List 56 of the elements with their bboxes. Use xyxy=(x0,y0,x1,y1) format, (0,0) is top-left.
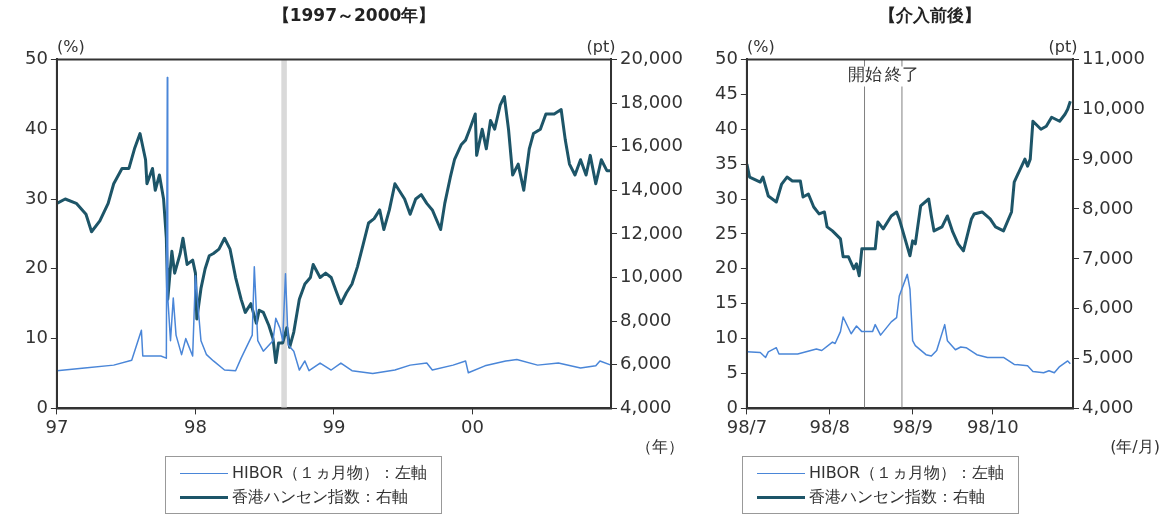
y-tick-label: 15 xyxy=(715,291,738,313)
y2-tick-label: 7,000 xyxy=(1082,246,1134,268)
y-tick-label: 20 xyxy=(25,256,48,278)
x-tick-label: 00 xyxy=(461,415,484,437)
y-tick-label: 40 xyxy=(25,116,48,138)
y-tick-label: 45 xyxy=(715,81,738,103)
x-axis-title: (年/月) xyxy=(1110,437,1160,457)
y2-axis-title: (pt) xyxy=(586,36,616,56)
y2-tick-label: 8,000 xyxy=(1082,196,1134,218)
y2-tick-label: 6,000 xyxy=(1082,296,1134,318)
y-tick-label: 5 xyxy=(726,361,738,383)
y2-tick-label: 11,000 xyxy=(1082,47,1145,69)
y2-tick-label: 16,000 xyxy=(620,134,683,156)
y2-tick-label: 20,000 xyxy=(620,47,683,69)
x-axis-title: （年） xyxy=(636,437,684,457)
y2-axis-title: (pt) xyxy=(1048,36,1078,56)
y-tick-label: 20 xyxy=(715,256,738,278)
x-tick-label: 98/9 xyxy=(892,415,933,437)
chart-title: 【介入前後】 xyxy=(879,4,981,25)
y2-tick-label: 14,000 xyxy=(620,177,683,199)
y-axis-title: (%) xyxy=(57,36,85,56)
chart-title: 【1997～2000年】 xyxy=(272,4,436,25)
y2-tick-label: 5,000 xyxy=(1082,346,1134,368)
x-tick-label: 98/8 xyxy=(809,415,850,437)
y-tick-label: 30 xyxy=(25,186,48,208)
ref-line-label: 開始 xyxy=(847,64,882,85)
y-tick-label: 40 xyxy=(715,116,738,138)
y2-tick-label: 10,000 xyxy=(1082,96,1145,118)
x-tick-label: 98/7 xyxy=(726,415,768,437)
x-tick-label: 99 xyxy=(322,415,346,437)
y-tick-label: 10 xyxy=(715,326,738,348)
x-tick-label: 98/10 xyxy=(966,415,1019,437)
y2-tick-label: 6,000 xyxy=(620,352,672,374)
y-tick-label: 25 xyxy=(715,221,738,243)
legend-label: 香港ハンセン指数：右軸 xyxy=(809,486,985,508)
y-tick-label: 50 xyxy=(715,47,738,69)
y-tick-label: 10 xyxy=(25,326,48,348)
y2-tick-label: 10,000 xyxy=(620,265,683,287)
x-tick-label: 97 xyxy=(45,415,69,437)
y-tick-label: 50 xyxy=(25,47,48,69)
y-axis-title: (%) xyxy=(747,36,775,56)
y-tick-label: 0 xyxy=(36,396,48,418)
y2-tick-label: 8,000 xyxy=(620,308,672,330)
y-tick-label: 35 xyxy=(715,151,738,173)
y-tick-label: 0 xyxy=(726,396,738,418)
x-tick-label: 98 xyxy=(183,415,207,437)
legend-label: HIBOR（１ヵ月物）：左軸 xyxy=(232,462,428,484)
y2-tick-label: 12,000 xyxy=(620,221,683,243)
y2-tick-label: 18,000 xyxy=(620,90,683,112)
y2-tick-label: 4,000 xyxy=(1082,396,1134,418)
y2-tick-label: 4,000 xyxy=(620,396,672,418)
y2-tick-label: 9,000 xyxy=(1082,146,1134,168)
y-tick-label: 30 xyxy=(715,186,738,208)
ref-line-label: 終了 xyxy=(883,64,919,85)
legend-label: HIBOR（１ヵ月物）：左軸 xyxy=(809,462,1005,484)
legend-label: 香港ハンセン指数：右軸 xyxy=(232,486,408,508)
